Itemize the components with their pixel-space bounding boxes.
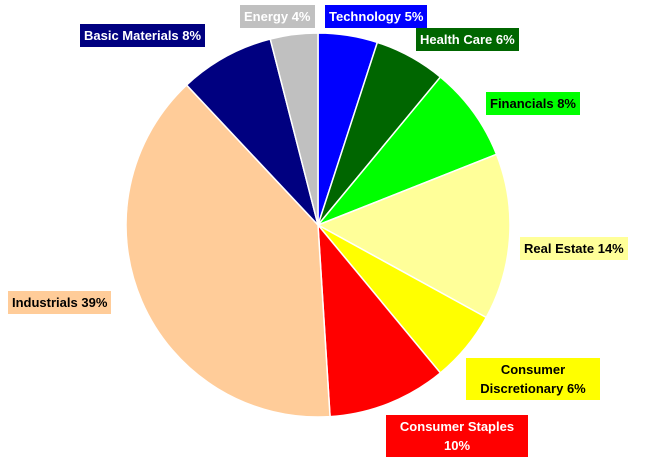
category-label: Basic Materials — [84, 28, 179, 43]
category-label: Consumer Discretionary — [480, 362, 566, 396]
value-label: 5% — [404, 9, 424, 24]
value-label: 10% — [443, 438, 471, 453]
value-label: 6% — [566, 381, 586, 396]
slice-label: Basic Materials 8% — [80, 24, 206, 47]
slice-label: Consumer Discretionary 6% — [466, 358, 600, 400]
slice-label: Health Care 6% — [416, 28, 519, 51]
slice-label: Financials 8% — [486, 92, 580, 115]
category-label: Real Estate — [524, 241, 595, 256]
category-label: Financials — [490, 96, 554, 111]
category-label: Industrials — [12, 295, 78, 310]
slice-label: Technology 5% — [325, 5, 428, 28]
value-label: 8% — [557, 96, 576, 111]
category-label: Consumer Staples — [399, 419, 515, 434]
value-label: 8% — [182, 28, 202, 43]
slice-label: Consumer Staples 10% — [386, 415, 528, 457]
category-label: Technology — [329, 9, 401, 24]
value-label: 6% — [495, 32, 515, 47]
pie-slice — [269, 32, 319, 226]
pie-slice — [317, 222, 442, 418]
pie-slice — [317, 76, 498, 226]
slice-label: Real Estate 14% — [520, 237, 628, 260]
slice-label: Energy 4% — [240, 5, 315, 28]
pie-slice — [316, 153, 511, 319]
pie-slice — [125, 83, 331, 418]
pie-slice — [185, 38, 319, 226]
category-label: Health Care — [420, 32, 493, 47]
value-label: 14% — [597, 241, 624, 256]
value-label: 39% — [81, 295, 108, 310]
slice-label: Industrials 39% — [8, 291, 112, 314]
value-label: 4% — [291, 9, 311, 24]
category-label: Energy — [244, 9, 289, 24]
